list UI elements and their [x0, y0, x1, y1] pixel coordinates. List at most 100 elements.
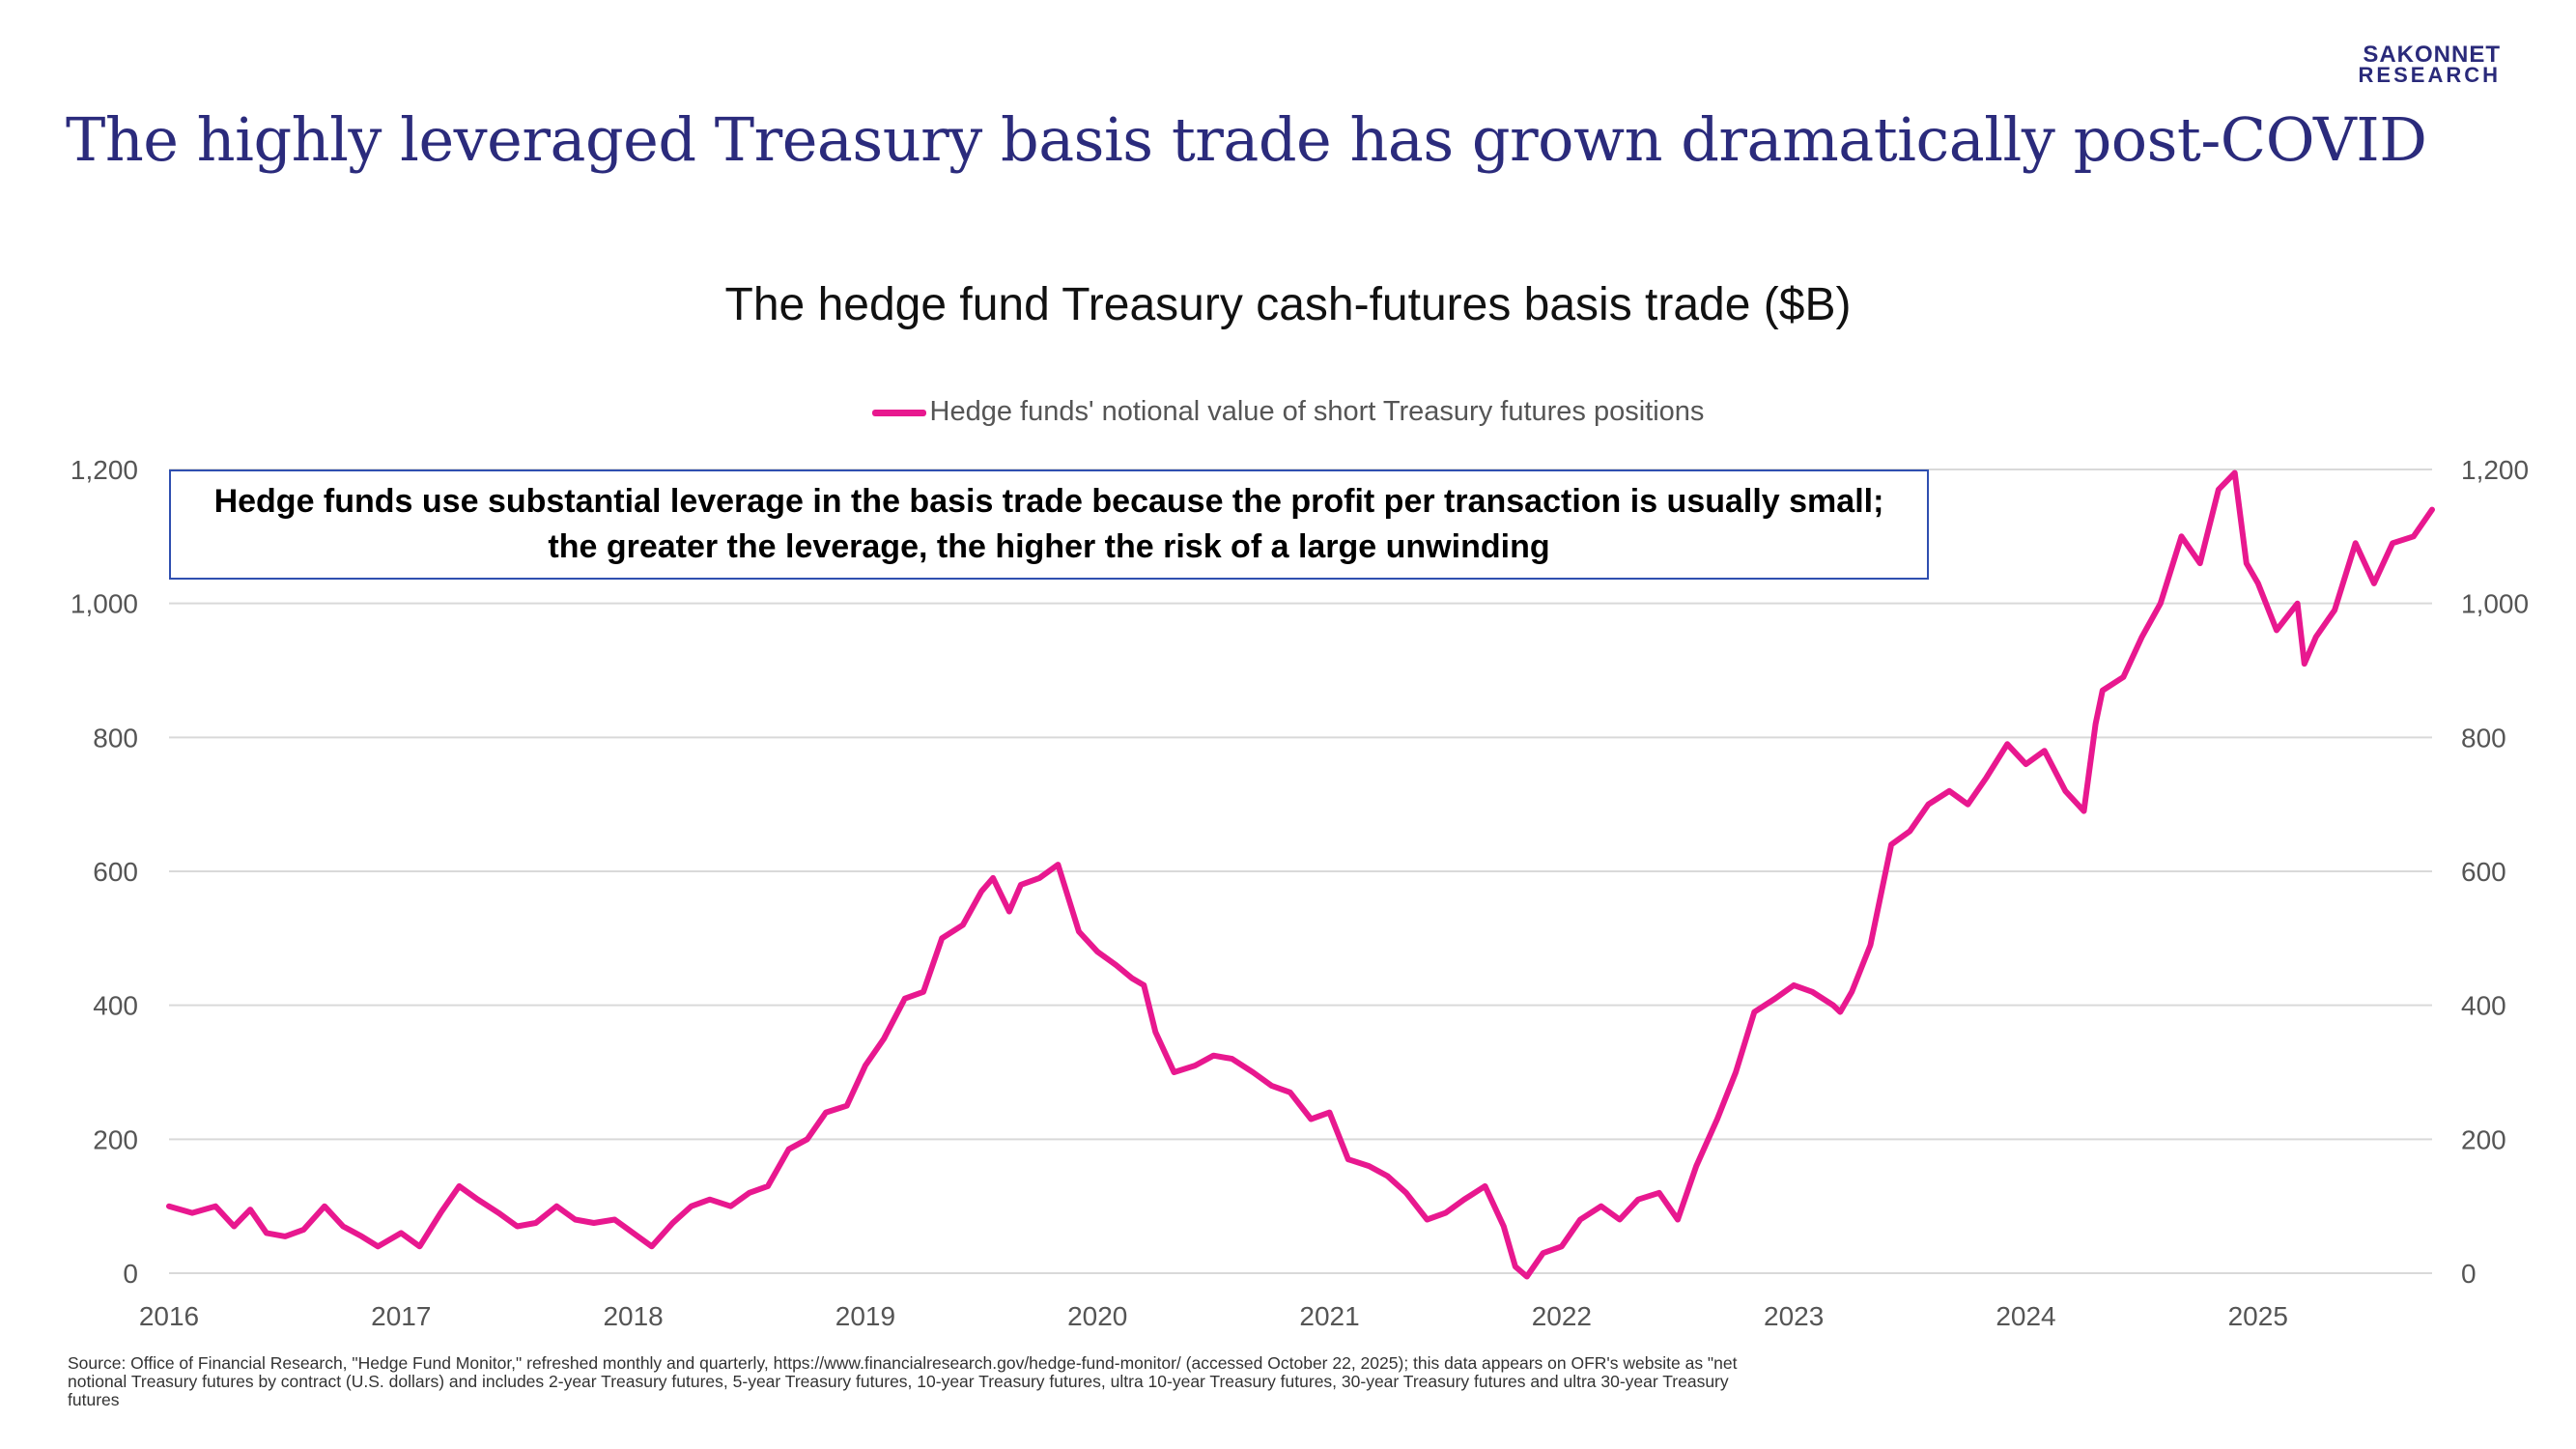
x-tick-label: 2018 — [603, 1301, 663, 1331]
data-point — [456, 1183, 462, 1189]
data-point — [1483, 1183, 1488, 1189]
data-point — [1830, 1003, 1836, 1009]
data-point — [1599, 1204, 1604, 1209]
data-point — [2353, 540, 2359, 546]
data-point — [2093, 721, 2099, 726]
data-point — [1094, 949, 1100, 954]
data-point — [2158, 601, 2164, 607]
y-tick-label-left: 1,000 — [71, 589, 138, 619]
data-point — [1791, 982, 1797, 988]
data-point — [1288, 1090, 1293, 1095]
data-point — [2081, 809, 2087, 814]
data-point — [1141, 982, 1146, 988]
x-tick-label: 2024 — [1996, 1301, 2055, 1331]
data-point — [2120, 674, 2126, 680]
data-point — [2390, 540, 2395, 546]
data-point — [1656, 1190, 1662, 1196]
y-tick-label-right: 0 — [2461, 1259, 2477, 1289]
data-point — [2429, 507, 2435, 513]
chart-legend: Hedge funds' notional value of short Tre… — [0, 396, 2576, 428]
data-point — [1693, 1163, 1699, 1169]
data-point — [649, 1243, 655, 1249]
data-point — [2274, 627, 2279, 633]
data-point — [1867, 942, 1873, 948]
data-point — [2178, 533, 2184, 539]
data-point — [1308, 1117, 1314, 1122]
data-point — [2255, 581, 2261, 586]
data-point — [514, 1223, 520, 1229]
data-point — [920, 989, 926, 995]
data-point — [322, 1204, 327, 1209]
x-tick-label: 2019 — [835, 1301, 895, 1331]
legend-label: Hedge funds' notional value of short Tre… — [929, 396, 1705, 427]
data-point — [300, 1227, 306, 1233]
source-note: Source: Office of Financial Research, "H… — [68, 1353, 1738, 1409]
data-point — [1403, 1190, 1409, 1196]
data-point — [1250, 1069, 1256, 1075]
y-tick-label-right: 1,200 — [2461, 455, 2529, 485]
data-point — [990, 875, 996, 881]
data-point — [1617, 1217, 1623, 1223]
y-tick-label-left: 1,200 — [71, 455, 138, 485]
data-point — [631, 1230, 637, 1236]
data-point — [231, 1223, 237, 1229]
slide-title: The highly leveraged Treasury basis trad… — [66, 104, 2427, 175]
data-point — [1946, 788, 1952, 794]
data-point — [2371, 581, 2377, 586]
data-point — [1385, 1173, 1391, 1179]
data-point — [573, 1217, 579, 1223]
data-point — [2295, 601, 2301, 607]
data-point — [786, 1147, 792, 1152]
data-point — [863, 1063, 868, 1068]
data-point — [2244, 560, 2250, 566]
data-point — [1714, 1117, 1720, 1122]
y-tick-label-right: 200 — [2461, 1124, 2506, 1154]
data-point — [881, 1036, 887, 1041]
data-point — [1366, 1163, 1372, 1169]
data-point — [1907, 828, 1912, 834]
data-point — [2232, 469, 2238, 475]
data-point — [2139, 634, 2145, 639]
data-point — [805, 1136, 810, 1142]
data-point — [689, 1204, 694, 1209]
x-tick-label: 2022 — [1532, 1301, 1592, 1331]
data-point — [166, 1204, 172, 1209]
data-point — [1559, 1243, 1565, 1249]
data-point — [1113, 962, 1118, 968]
data-point — [1036, 875, 1042, 881]
data-point — [1501, 1223, 1507, 1229]
data-point — [2100, 688, 2106, 694]
data-point — [1577, 1217, 1583, 1223]
data-point — [2042, 748, 2048, 753]
data-point — [1152, 1029, 1158, 1035]
y-tick-label-right: 600 — [2461, 857, 2506, 887]
data-point — [438, 1210, 443, 1216]
y-tick-label-right: 1,000 — [2461, 589, 2529, 619]
data-point — [1006, 909, 1012, 915]
data-point — [1733, 1069, 1739, 1075]
data-point — [747, 1190, 752, 1196]
data-point — [765, 1183, 771, 1189]
data-point — [939, 935, 945, 941]
chart-title: The hedge fund Treasury cash-futures bas… — [724, 279, 1852, 330]
data-point — [1443, 1210, 1449, 1216]
data-point — [2313, 634, 2319, 639]
data-point — [1172, 1069, 1177, 1075]
data-point — [375, 1243, 381, 1249]
data-point — [844, 1103, 850, 1109]
data-point — [247, 1207, 253, 1212]
data-point — [960, 922, 966, 927]
logo-line2: RESEARCH — [2358, 63, 2501, 87]
data-point — [1461, 1197, 1467, 1203]
data-point — [1541, 1250, 1546, 1256]
data-point — [358, 1234, 364, 1239]
data-point — [1055, 862, 1061, 867]
data-point — [1192, 1063, 1198, 1068]
data-point — [1268, 1083, 1274, 1089]
x-tick-label: 2017 — [371, 1301, 431, 1331]
data-point — [1230, 1056, 1235, 1062]
data-point — [1675, 1217, 1681, 1223]
x-tick-label: 2023 — [1764, 1301, 1824, 1331]
company-logo: SAKONNET RESEARCH — [2358, 43, 2501, 87]
